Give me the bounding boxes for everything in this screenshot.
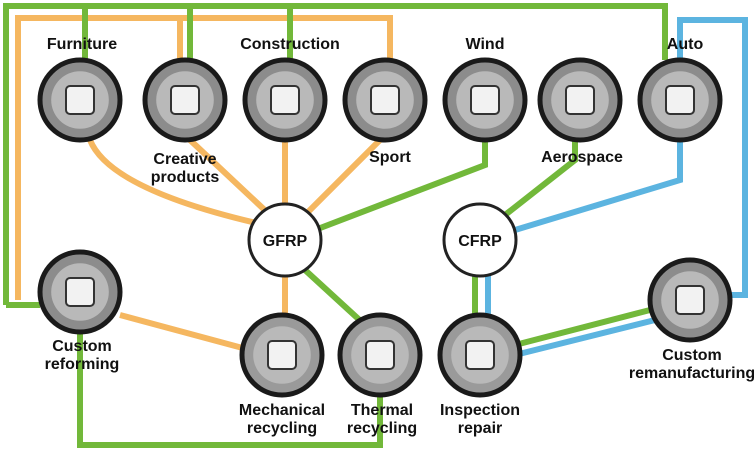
node-icon bbox=[470, 85, 500, 115]
node-label: Furniture bbox=[47, 36, 117, 53]
node-icon bbox=[370, 85, 400, 115]
node-label: GFRP bbox=[263, 233, 308, 250]
node-label: Construction bbox=[240, 36, 340, 53]
node-icon bbox=[65, 277, 95, 307]
node-icon bbox=[170, 85, 200, 115]
node-label: remanufacturing bbox=[629, 365, 754, 382]
connections bbox=[3, 3, 748, 448]
node-label: recycling bbox=[247, 420, 317, 437]
node-label: Sport bbox=[369, 149, 411, 166]
node-label: Creative bbox=[153, 151, 216, 168]
orange-link bbox=[87, 137, 383, 228]
node-label: reforming bbox=[45, 356, 120, 373]
node-label: CFRP bbox=[458, 233, 502, 250]
node-label: Auto bbox=[667, 36, 704, 53]
node-icon bbox=[365, 340, 395, 370]
node-icon bbox=[675, 285, 705, 315]
node-icon bbox=[270, 85, 300, 115]
node-label: repair bbox=[458, 420, 502, 437]
node-icon bbox=[565, 85, 595, 115]
node-label: recycling bbox=[347, 420, 417, 437]
node-label: Custom bbox=[52, 338, 112, 355]
node-icon bbox=[465, 340, 495, 370]
green-link bbox=[472, 275, 651, 348]
node-icon bbox=[267, 340, 297, 370]
node-icon bbox=[665, 85, 695, 115]
green-link bbox=[302, 140, 578, 328]
node-label: Custom bbox=[662, 347, 722, 364]
node-label: Inspection bbox=[440, 402, 520, 419]
hub-circle bbox=[247, 202, 323, 278]
node-label: Mechanical bbox=[239, 402, 325, 419]
blue-link bbox=[485, 17, 748, 358]
node-label: Wind bbox=[466, 36, 505, 53]
orange-link bbox=[15, 15, 393, 300]
green-link bbox=[77, 330, 383, 448]
node-label: products bbox=[151, 169, 220, 186]
node-label: Thermal bbox=[351, 402, 413, 419]
orange-link bbox=[119, 275, 288, 353]
node-label: Aerospace bbox=[541, 149, 623, 166]
node-icon bbox=[65, 85, 95, 115]
green-link bbox=[3, 3, 668, 305]
hub-circle bbox=[442, 202, 518, 278]
